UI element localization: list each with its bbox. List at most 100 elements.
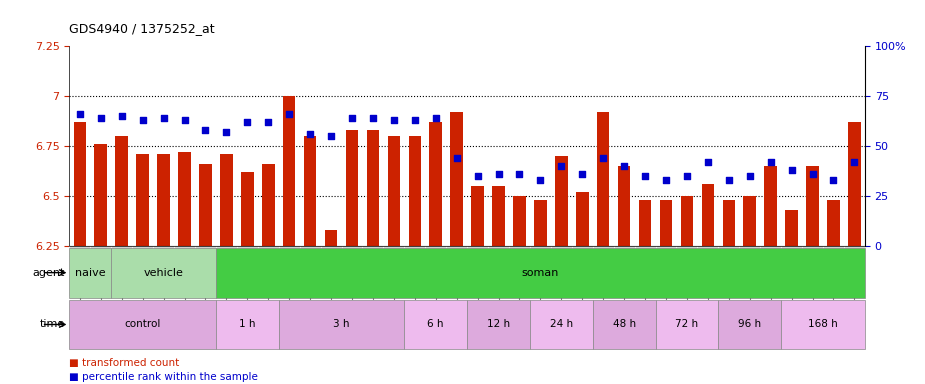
Bar <box>262 164 275 246</box>
Bar <box>467 300 530 349</box>
Bar <box>216 300 278 349</box>
Point <box>156 115 171 121</box>
Bar <box>513 196 525 246</box>
Bar <box>555 156 568 246</box>
Bar <box>618 166 631 246</box>
Point <box>282 111 297 117</box>
Bar <box>639 200 651 246</box>
Text: ■ transformed count: ■ transformed count <box>69 358 179 368</box>
Point <box>722 177 736 183</box>
Point <box>470 173 485 179</box>
Bar <box>722 200 735 246</box>
Bar <box>409 136 421 246</box>
Text: 1 h: 1 h <box>239 319 255 329</box>
Bar <box>241 172 253 246</box>
Bar <box>597 112 610 246</box>
Bar <box>220 154 233 246</box>
Point <box>198 127 213 133</box>
Point <box>574 171 589 177</box>
Point <box>135 117 150 123</box>
Bar <box>325 230 338 246</box>
Text: 48 h: 48 h <box>612 319 635 329</box>
Bar <box>744 196 756 246</box>
Text: control: control <box>125 319 161 329</box>
Point <box>659 177 673 183</box>
Bar <box>69 248 111 298</box>
Bar <box>429 122 442 246</box>
Point <box>387 117 401 123</box>
Point <box>512 171 527 177</box>
Bar <box>136 154 149 246</box>
Bar <box>74 122 86 246</box>
Bar <box>69 300 216 349</box>
Bar <box>827 200 840 246</box>
Bar <box>388 136 401 246</box>
Point <box>680 173 695 179</box>
Point <box>450 155 464 161</box>
Bar <box>719 300 781 349</box>
Text: GDS4940 / 1375252_at: GDS4940 / 1375252_at <box>69 22 215 35</box>
Bar <box>278 300 404 349</box>
Point <box>491 171 506 177</box>
Point <box>743 173 758 179</box>
Bar <box>492 186 505 246</box>
Point <box>93 115 108 121</box>
Point <box>637 173 652 179</box>
Point <box>805 171 820 177</box>
Point <box>261 119 276 125</box>
Bar <box>303 136 316 246</box>
Text: naive: naive <box>75 268 105 278</box>
Bar <box>681 196 693 246</box>
Text: 168 h: 168 h <box>808 319 838 329</box>
Bar <box>111 248 216 298</box>
Bar <box>530 300 593 349</box>
Bar <box>404 300 467 349</box>
Point <box>847 159 862 165</box>
Text: vehicle: vehicle <box>143 268 183 278</box>
Point <box>72 111 87 117</box>
Point <box>554 163 569 169</box>
Bar <box>701 184 714 246</box>
Point <box>784 167 799 173</box>
Text: agent: agent <box>32 268 65 278</box>
Point <box>596 155 611 161</box>
Bar <box>157 154 170 246</box>
Point <box>533 177 548 183</box>
Bar <box>781 300 865 349</box>
Bar <box>764 166 777 246</box>
Text: 72 h: 72 h <box>675 319 698 329</box>
Bar <box>534 200 547 246</box>
Bar <box>807 166 819 246</box>
Point <box>240 119 254 125</box>
Bar <box>785 210 798 246</box>
Text: time: time <box>40 319 65 329</box>
Text: 12 h: 12 h <box>487 319 510 329</box>
Text: 6 h: 6 h <box>427 319 444 329</box>
Point <box>428 115 443 121</box>
Text: 96 h: 96 h <box>738 319 761 329</box>
Text: soman: soman <box>522 268 559 278</box>
Bar <box>283 96 295 246</box>
Bar <box>116 136 128 246</box>
Bar <box>179 152 191 246</box>
Point <box>302 131 317 137</box>
Bar <box>216 248 865 298</box>
Point <box>763 159 778 165</box>
Point <box>177 117 191 123</box>
Point <box>324 133 339 139</box>
Bar <box>660 200 672 246</box>
Point <box>826 177 841 183</box>
Bar <box>346 130 358 246</box>
Bar <box>472 186 484 246</box>
Bar <box>848 122 860 246</box>
Text: 24 h: 24 h <box>549 319 573 329</box>
Bar <box>593 300 656 349</box>
Point <box>365 115 380 121</box>
Point <box>617 163 632 169</box>
Bar <box>366 130 379 246</box>
Text: 3 h: 3 h <box>333 319 350 329</box>
Bar <box>656 300 719 349</box>
Point <box>345 115 360 121</box>
Bar <box>94 144 107 246</box>
Bar <box>576 192 588 246</box>
